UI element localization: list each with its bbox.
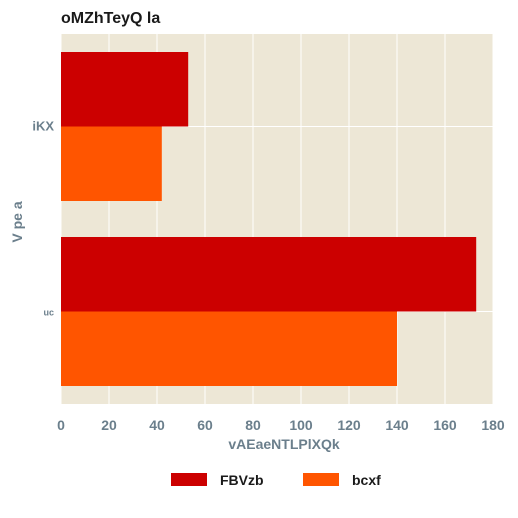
category-label: iKX <box>32 119 54 134</box>
category-label: uc <box>43 308 54 318</box>
x-tick-labels: 0 20 40 60 80 100 120 140 160 180 <box>57 417 505 433</box>
legend-swatch-bcxf <box>303 473 339 486</box>
x-tick-label: 0 <box>57 417 65 433</box>
x-tick-label: 40 <box>149 417 165 433</box>
bar-FBVzb-uc <box>61 237 476 312</box>
x-tick-label: 100 <box>289 417 313 433</box>
bar-FBVzb-iKX <box>61 52 188 127</box>
x-tick-label: 160 <box>433 417 457 433</box>
y-axis-label: V pe a <box>9 201 25 242</box>
legend-label: bcxf <box>352 472 381 488</box>
x-tick-label: 60 <box>197 417 213 433</box>
x-tick-label: 80 <box>245 417 261 433</box>
x-tick-label: 140 <box>385 417 409 433</box>
bar-bcxf-iKX <box>61 127 162 202</box>
chart-title: oMZhTeyQ la <box>61 10 160 27</box>
legend-swatch-FBVzb <box>171 473 207 486</box>
x-tick-label: 120 <box>337 417 361 433</box>
bar-bcxf-uc <box>61 312 397 387</box>
category-labels: iKX uc <box>32 119 54 318</box>
x-axis-label: vAEaeNTLPlXQk <box>228 436 339 452</box>
x-tick-label: 180 <box>481 417 505 433</box>
legend: FBVzb bcxf <box>171 472 381 488</box>
x-tick-label: 20 <box>101 417 117 433</box>
legend-label: FBVzb <box>220 472 264 488</box>
